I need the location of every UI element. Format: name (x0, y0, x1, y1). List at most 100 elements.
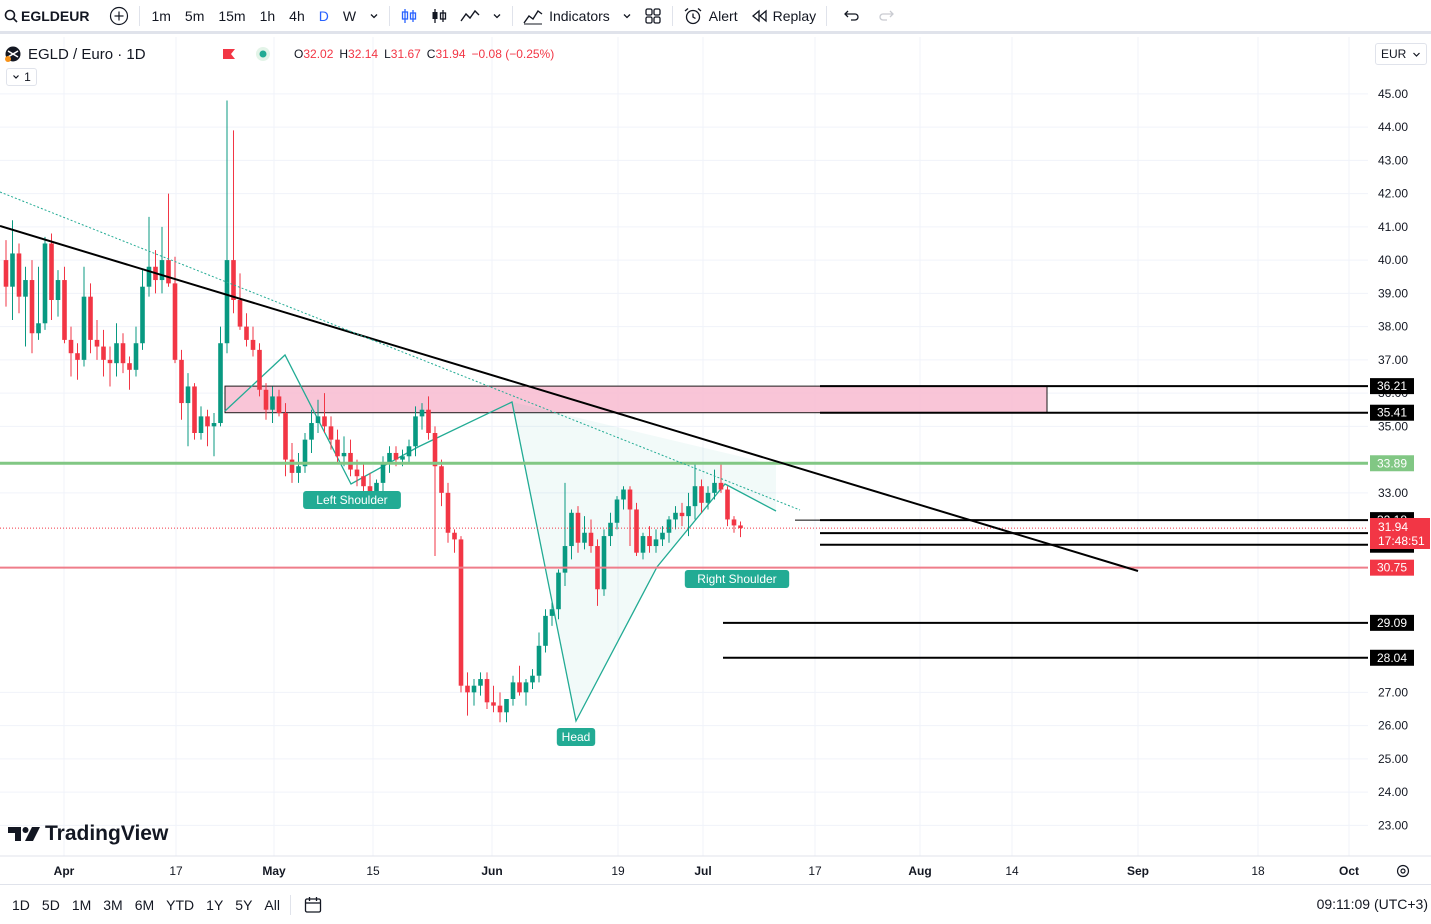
candle (81, 266, 87, 367)
candle (75, 343, 80, 380)
head-label[interactable]: Head (556, 728, 596, 746)
symbol-search-button[interactable]: EGLDEUR (0, 1, 95, 31)
chart-type-dropdown[interactable] (486, 1, 508, 31)
flag-icon[interactable] (221, 47, 237, 61)
candle-body (224, 260, 230, 344)
goto-date-button[interactable] (295, 895, 331, 915)
candle (536, 632, 542, 683)
calendar-icon (304, 896, 322, 913)
interval-1m[interactable]: 1m (151, 7, 171, 24)
candle (309, 409, 314, 453)
clock-timezone[interactable]: 09:11:09 (UTC+3) (1316, 896, 1428, 912)
price-axis[interactable]: 45.00 44.00 43.00 42.00 41.00 40.00 39.00 38.00… (1368, 37, 1431, 856)
settings-gear-icon[interactable] (1396, 864, 1410, 878)
time-tick-label: Oct (1339, 864, 1359, 878)
interval-1h[interactable]: 1h (259, 7, 276, 24)
price-tick-label: 41.00 (1378, 220, 1408, 234)
badge-bg (1370, 378, 1414, 395)
interval-w[interactable]: W (342, 7, 357, 24)
candle-body (322, 416, 327, 427)
badge-text: 33.89 (1377, 456, 1407, 470)
collapse-count: 1 (24, 70, 31, 84)
undo-button[interactable] (835, 1, 865, 31)
range-3m[interactable]: 3M (103, 896, 123, 913)
range-1d[interactable]: 1D (12, 896, 30, 913)
candle (322, 393, 327, 433)
divider (826, 5, 828, 26)
candle (341, 436, 347, 467)
candle (101, 329, 106, 377)
interval-dropdown[interactable] (363, 1, 385, 31)
ohlc-high: H32.14 (339, 47, 379, 61)
candle (582, 516, 587, 550)
divider (671, 5, 673, 26)
candle-body (393, 452, 399, 460)
bars-style-button[interactable] (394, 1, 424, 31)
redo-icon (879, 10, 895, 21)
replay-button[interactable]: Replay (744, 1, 823, 31)
candle-body (55, 280, 61, 300)
candle (478, 672, 483, 696)
price-chart[interactable]: Left Shoulder Head Right Shoulder 45.00 44.… (0, 0, 1431, 884)
left-shoulder-label[interactable]: Left Shoulder (303, 491, 401, 509)
candle-body (159, 260, 165, 281)
candle-body (426, 409, 431, 433)
alert-label: Alert (708, 7, 738, 24)
candle-body (179, 359, 184, 404)
candle (257, 343, 262, 397)
indicators-button[interactable]: Indicators (517, 1, 616, 31)
candle-body (530, 675, 535, 683)
indicators-dropdown[interactable] (616, 1, 638, 31)
candle-body (419, 409, 425, 417)
interval-5m[interactable]: 5m (184, 7, 205, 24)
time-axis[interactable]: Apr 17 May 15 Jun 19 Jul 17 Aug 14 Sep 18 Oct (0, 855, 1431, 878)
candles (3, 100, 743, 723)
candle (634, 502, 639, 557)
layouts-button[interactable] (638, 1, 668, 31)
candle (10, 220, 15, 320)
candle-body (107, 359, 113, 364)
line-style-button[interactable] (454, 1, 486, 31)
interval-4h[interactable]: 4h (289, 7, 305, 24)
candle (159, 226, 165, 294)
range-5d[interactable]: 5D (41, 896, 60, 913)
candle (575, 506, 581, 553)
head-label-text: Head (562, 730, 591, 744)
ohlc-open: O32.02 (294, 47, 334, 61)
candle (328, 416, 334, 450)
range-1y[interactable]: 1Y (206, 896, 224, 913)
left-shoulder-label-bg (303, 491, 401, 509)
candle (413, 406, 418, 457)
candle-body (101, 346, 106, 360)
right-shoulder-label[interactable]: Right Shoulder (684, 570, 790, 588)
range-5y[interactable]: 5Y (235, 896, 253, 913)
candle-body (432, 433, 438, 467)
candle (465, 672, 470, 716)
candle (42, 236, 48, 330)
currency-select[interactable]: EUR (1375, 43, 1427, 65)
candle-body (666, 519, 672, 533)
interval-15m[interactable]: 15m (218, 7, 246, 24)
badge-text: 30.75 (1377, 561, 1407, 575)
descending-trendline (0, 225, 1139, 572)
candle-body (478, 679, 483, 686)
candle-body (146, 266, 152, 287)
range-ytd[interactable]: YTD (166, 896, 195, 913)
tradingview-logo[interactable]: TradingView (8, 822, 168, 846)
alert-button[interactable]: Alert (677, 1, 744, 31)
range-1m[interactable]: 1M (71, 896, 92, 913)
candle-body (29, 280, 35, 334)
compare-symbol-button[interactable] (103, 1, 135, 31)
collapse-indicators-button[interactable]: 1 (6, 68, 37, 86)
candles-style-button[interactable] (424, 1, 454, 31)
redo-button[interactable] (873, 1, 903, 31)
candle-body (166, 260, 171, 284)
candle-body (614, 499, 620, 523)
range-all[interactable]: All (264, 896, 280, 913)
interval-d[interactable]: D (318, 7, 329, 24)
candle (140, 270, 145, 350)
candle (114, 323, 119, 377)
range-6m[interactable]: 6M (134, 896, 155, 913)
market-status-icon[interactable] (255, 46, 271, 62)
badge-text: 36.21 (1377, 379, 1407, 393)
